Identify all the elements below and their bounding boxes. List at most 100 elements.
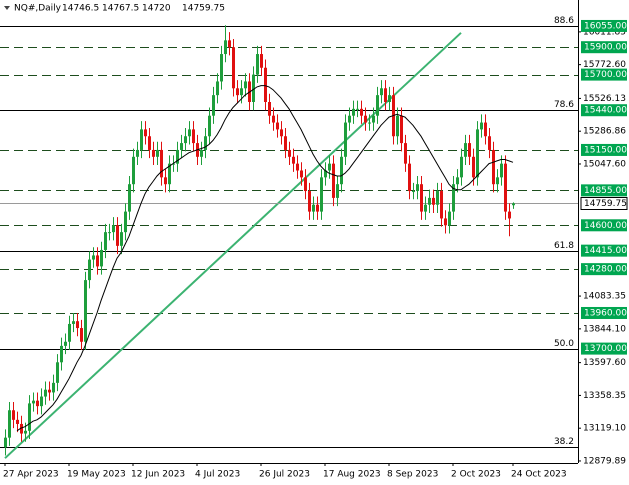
candle-body bbox=[252, 74, 255, 102]
level-price-box bbox=[581, 263, 627, 276]
level-price-label: 15900.00 bbox=[584, 43, 627, 53]
candle-body bbox=[220, 54, 223, 82]
candle-body bbox=[172, 163, 175, 165]
level-price-label: 14415.00 bbox=[584, 246, 627, 256]
candle-body bbox=[464, 143, 467, 157]
candle-body bbox=[316, 204, 319, 212]
candle-body bbox=[428, 197, 431, 205]
candle-body bbox=[256, 54, 259, 75]
header-close: 14759.75 bbox=[182, 4, 225, 14]
x-tick-label: 24 Oct 2023 bbox=[511, 470, 567, 480]
level-price-box bbox=[581, 244, 627, 257]
level-price-label: 13960.00 bbox=[584, 308, 627, 318]
candle-body bbox=[364, 115, 367, 123]
candle-body bbox=[208, 115, 211, 137]
moving-average bbox=[16, 85, 514, 432]
candle-body bbox=[20, 423, 23, 434]
candle-body bbox=[92, 255, 95, 260]
candle-body bbox=[472, 156, 475, 178]
candle-body bbox=[384, 88, 387, 102]
y-tick-label: 15047.60 bbox=[583, 159, 626, 169]
candle-body bbox=[460, 156, 463, 178]
candle-body bbox=[12, 410, 15, 420]
candle-body bbox=[376, 95, 379, 116]
candle-body bbox=[72, 321, 75, 324]
level-price-label: 13700.00 bbox=[584, 344, 627, 354]
candle-body bbox=[188, 129, 191, 137]
candle-body bbox=[440, 191, 443, 219]
fib-label: 78.6 bbox=[554, 100, 574, 110]
symbol-label: NQ#,Daily bbox=[14, 4, 62, 14]
candle-body bbox=[344, 122, 347, 157]
level-price-box bbox=[581, 184, 627, 197]
level-price-box bbox=[581, 219, 627, 232]
candle-body bbox=[108, 232, 111, 234]
candle-body bbox=[8, 410, 11, 438]
candle-body bbox=[140, 129, 143, 150]
level-price-box bbox=[581, 104, 627, 117]
header-high: 14767.5 bbox=[102, 4, 139, 14]
candle-body bbox=[368, 122, 371, 124]
y-tick-label: 12879.89 bbox=[583, 456, 626, 466]
candle-body bbox=[264, 67, 267, 102]
candle-body bbox=[324, 170, 327, 178]
candle-body bbox=[444, 218, 447, 226]
x-tick-label: 27 Apr 2023 bbox=[3, 470, 59, 480]
candle-body bbox=[484, 122, 487, 137]
candle-body bbox=[128, 184, 131, 212]
y-tick-label: 13597.60 bbox=[583, 358, 626, 368]
candle-body bbox=[80, 328, 83, 342]
x-tick-label: 8 Sep 2023 bbox=[387, 470, 438, 480]
candle-body bbox=[284, 136, 287, 150]
candle-body bbox=[180, 143, 183, 150]
candle-body bbox=[480, 122, 483, 130]
candle-body bbox=[148, 136, 151, 150]
candle-body bbox=[348, 115, 351, 123]
candle-body bbox=[232, 47, 235, 89]
candle-body bbox=[168, 163, 171, 185]
candle-body bbox=[120, 232, 123, 246]
candle-body bbox=[24, 430, 27, 434]
candle-body bbox=[44, 389, 47, 397]
candle-body bbox=[76, 321, 79, 329]
fib-label: 88.6 bbox=[554, 16, 574, 26]
x-tick-label: 17 Aug 2023 bbox=[323, 470, 381, 480]
level-price-box bbox=[581, 68, 627, 81]
candle-body bbox=[336, 184, 339, 198]
candle-body bbox=[132, 156, 135, 185]
candle-body bbox=[308, 191, 311, 212]
candle-body bbox=[152, 149, 155, 157]
level-price-box bbox=[581, 41, 627, 54]
candle-body bbox=[260, 54, 263, 68]
candle-body bbox=[124, 211, 127, 233]
candle-body bbox=[320, 177, 323, 212]
level-price-label: 15700.00 bbox=[584, 70, 627, 80]
y-tick-label: 14083.35 bbox=[583, 292, 626, 302]
candle-body bbox=[48, 389, 51, 393]
level-price-box bbox=[581, 143, 627, 156]
y-tick-label: 16011.85 bbox=[583, 27, 626, 37]
candle-body bbox=[96, 255, 99, 267]
candle-body bbox=[332, 163, 335, 198]
candle-body bbox=[328, 163, 331, 171]
candle-body bbox=[300, 170, 303, 178]
candle-body bbox=[356, 108, 359, 110]
candle-body bbox=[372, 115, 375, 123]
x-tick-label: 12 Jun 2023 bbox=[131, 470, 185, 480]
candle-body bbox=[4, 437, 7, 448]
candle-body bbox=[88, 259, 91, 281]
candle-body bbox=[228, 40, 231, 48]
candle-body bbox=[160, 149, 163, 178]
candle-body bbox=[360, 108, 363, 116]
level-price-label: 15150.00 bbox=[584, 145, 627, 155]
y-tick-label: 15772.60 bbox=[583, 60, 626, 70]
y-tick-label: 13358.35 bbox=[583, 391, 626, 401]
candle-body bbox=[280, 129, 283, 137]
x-tick-label: 2 Oct 2023 bbox=[451, 470, 501, 480]
candle-body bbox=[408, 163, 411, 192]
candle-body bbox=[200, 149, 203, 157]
candle-body bbox=[340, 156, 343, 185]
candle-body bbox=[416, 184, 419, 192]
level-price-box bbox=[581, 306, 627, 319]
level-price-label: 14600.00 bbox=[584, 221, 627, 231]
